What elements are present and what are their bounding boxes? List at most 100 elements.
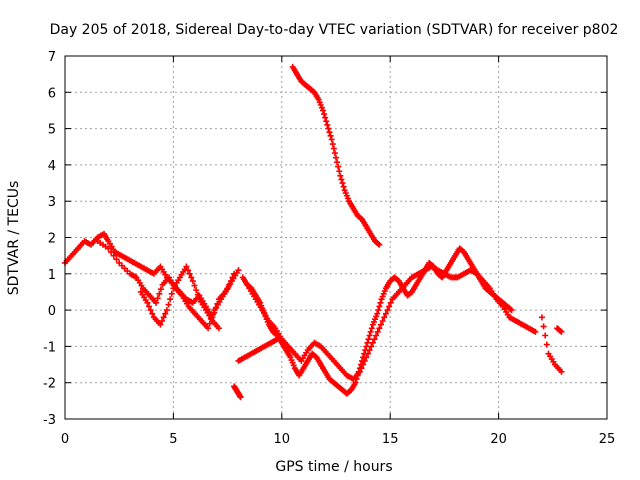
data-point [194, 291, 201, 298]
series-segment-10 [554, 325, 565, 335]
data-point [224, 285, 231, 292]
data-point [543, 341, 550, 348]
data-point [154, 295, 161, 302]
data-point [538, 314, 545, 321]
data-point [168, 290, 175, 297]
series-segment-4 [231, 383, 244, 401]
data-point [365, 336, 372, 343]
data-point [215, 325, 222, 332]
y-tick-label: 1 [48, 268, 56, 283]
data-point [144, 299, 151, 306]
data-point [360, 361, 367, 368]
y-tick-label: 5 [48, 123, 56, 138]
data-point [373, 332, 380, 339]
y-tick-label: 4 [48, 159, 56, 174]
data-point [235, 267, 242, 274]
data-point [381, 314, 388, 321]
x-axis-label: GPS time / hours [275, 459, 392, 475]
data-point [108, 249, 115, 256]
x-tick-label: 10 [274, 432, 291, 447]
data-point [558, 368, 565, 375]
data-point [333, 154, 339, 161]
y-tick-label: -2 [43, 377, 56, 392]
data-point [324, 121, 331, 128]
data-point [368, 325, 375, 332]
data-point [157, 321, 164, 328]
data-point [156, 290, 163, 297]
data-point [113, 256, 120, 263]
data-point [209, 311, 216, 318]
data-point [507, 306, 514, 313]
data-point [558, 328, 565, 335]
series-segment-6 [246, 263, 539, 383]
data-point [377, 321, 384, 328]
series-segment-7 [235, 336, 281, 364]
data-point [325, 125, 332, 132]
data-point [319, 107, 326, 114]
series-segment-3 [137, 263, 222, 332]
data-point [322, 114, 329, 121]
data-point [159, 317, 166, 324]
data-point [146, 303, 153, 310]
data-point [338, 176, 345, 183]
data-point [153, 299, 160, 306]
data-point [188, 274, 195, 281]
data-point [226, 281, 233, 288]
data-point [327, 132, 334, 139]
data-point [376, 325, 383, 332]
data-point [189, 278, 196, 285]
y-axis-label: SDTVAR / TECUs [6, 181, 22, 296]
data-point [337, 172, 344, 179]
data-point [384, 307, 391, 314]
data-point [335, 163, 342, 170]
x-tick-label: 5 [169, 432, 177, 447]
chart-title: Day 205 of 2018, Sidereal Day-to-day VTE… [50, 22, 619, 38]
data-point [375, 240, 382, 247]
data-point [205, 325, 212, 332]
y-tick-label: -1 [43, 340, 56, 355]
data-point [387, 299, 394, 306]
data-point [227, 278, 234, 285]
data-point [193, 287, 200, 294]
data-point [149, 310, 156, 317]
data-point [336, 168, 343, 175]
data-point [540, 323, 547, 330]
series-segment-9 [538, 314, 565, 375]
data-point [331, 150, 338, 157]
data-point [361, 357, 368, 364]
y-tick-label: 2 [48, 232, 56, 247]
ticks: 0 5 10 15 20 25 -3 -2 -1 0 1 2 3 4 5 6 7 [43, 50, 615, 447]
data-point [163, 307, 170, 314]
data-point [167, 296, 174, 303]
x-tick-label: 0 [61, 432, 69, 447]
data-point [368, 343, 375, 350]
data-point [366, 347, 373, 354]
data-point [229, 274, 236, 281]
data-point [356, 368, 363, 375]
data-point [371, 336, 378, 343]
data-point [364, 350, 371, 357]
data-point [379, 317, 386, 324]
x-tick-label: 25 [599, 432, 616, 447]
data-point [326, 129, 333, 136]
data-point [339, 180, 346, 187]
x-tick-label: 15 [382, 432, 399, 447]
data-point [377, 299, 384, 306]
data-point [328, 136, 335, 143]
data-point [160, 314, 167, 321]
data-point [183, 263, 190, 270]
data-point [185, 267, 192, 274]
data-point [340, 183, 347, 190]
data-point [374, 328, 381, 335]
y-tick-label: -3 [43, 413, 56, 428]
data-point [321, 111, 328, 118]
data-point [191, 282, 198, 289]
series-segment-8 [289, 63, 383, 248]
data-point [376, 303, 383, 310]
data-point [375, 307, 382, 314]
data-point [162, 310, 169, 317]
data-point [376, 241, 383, 248]
data-point [105, 245, 112, 252]
data-point [165, 301, 172, 308]
